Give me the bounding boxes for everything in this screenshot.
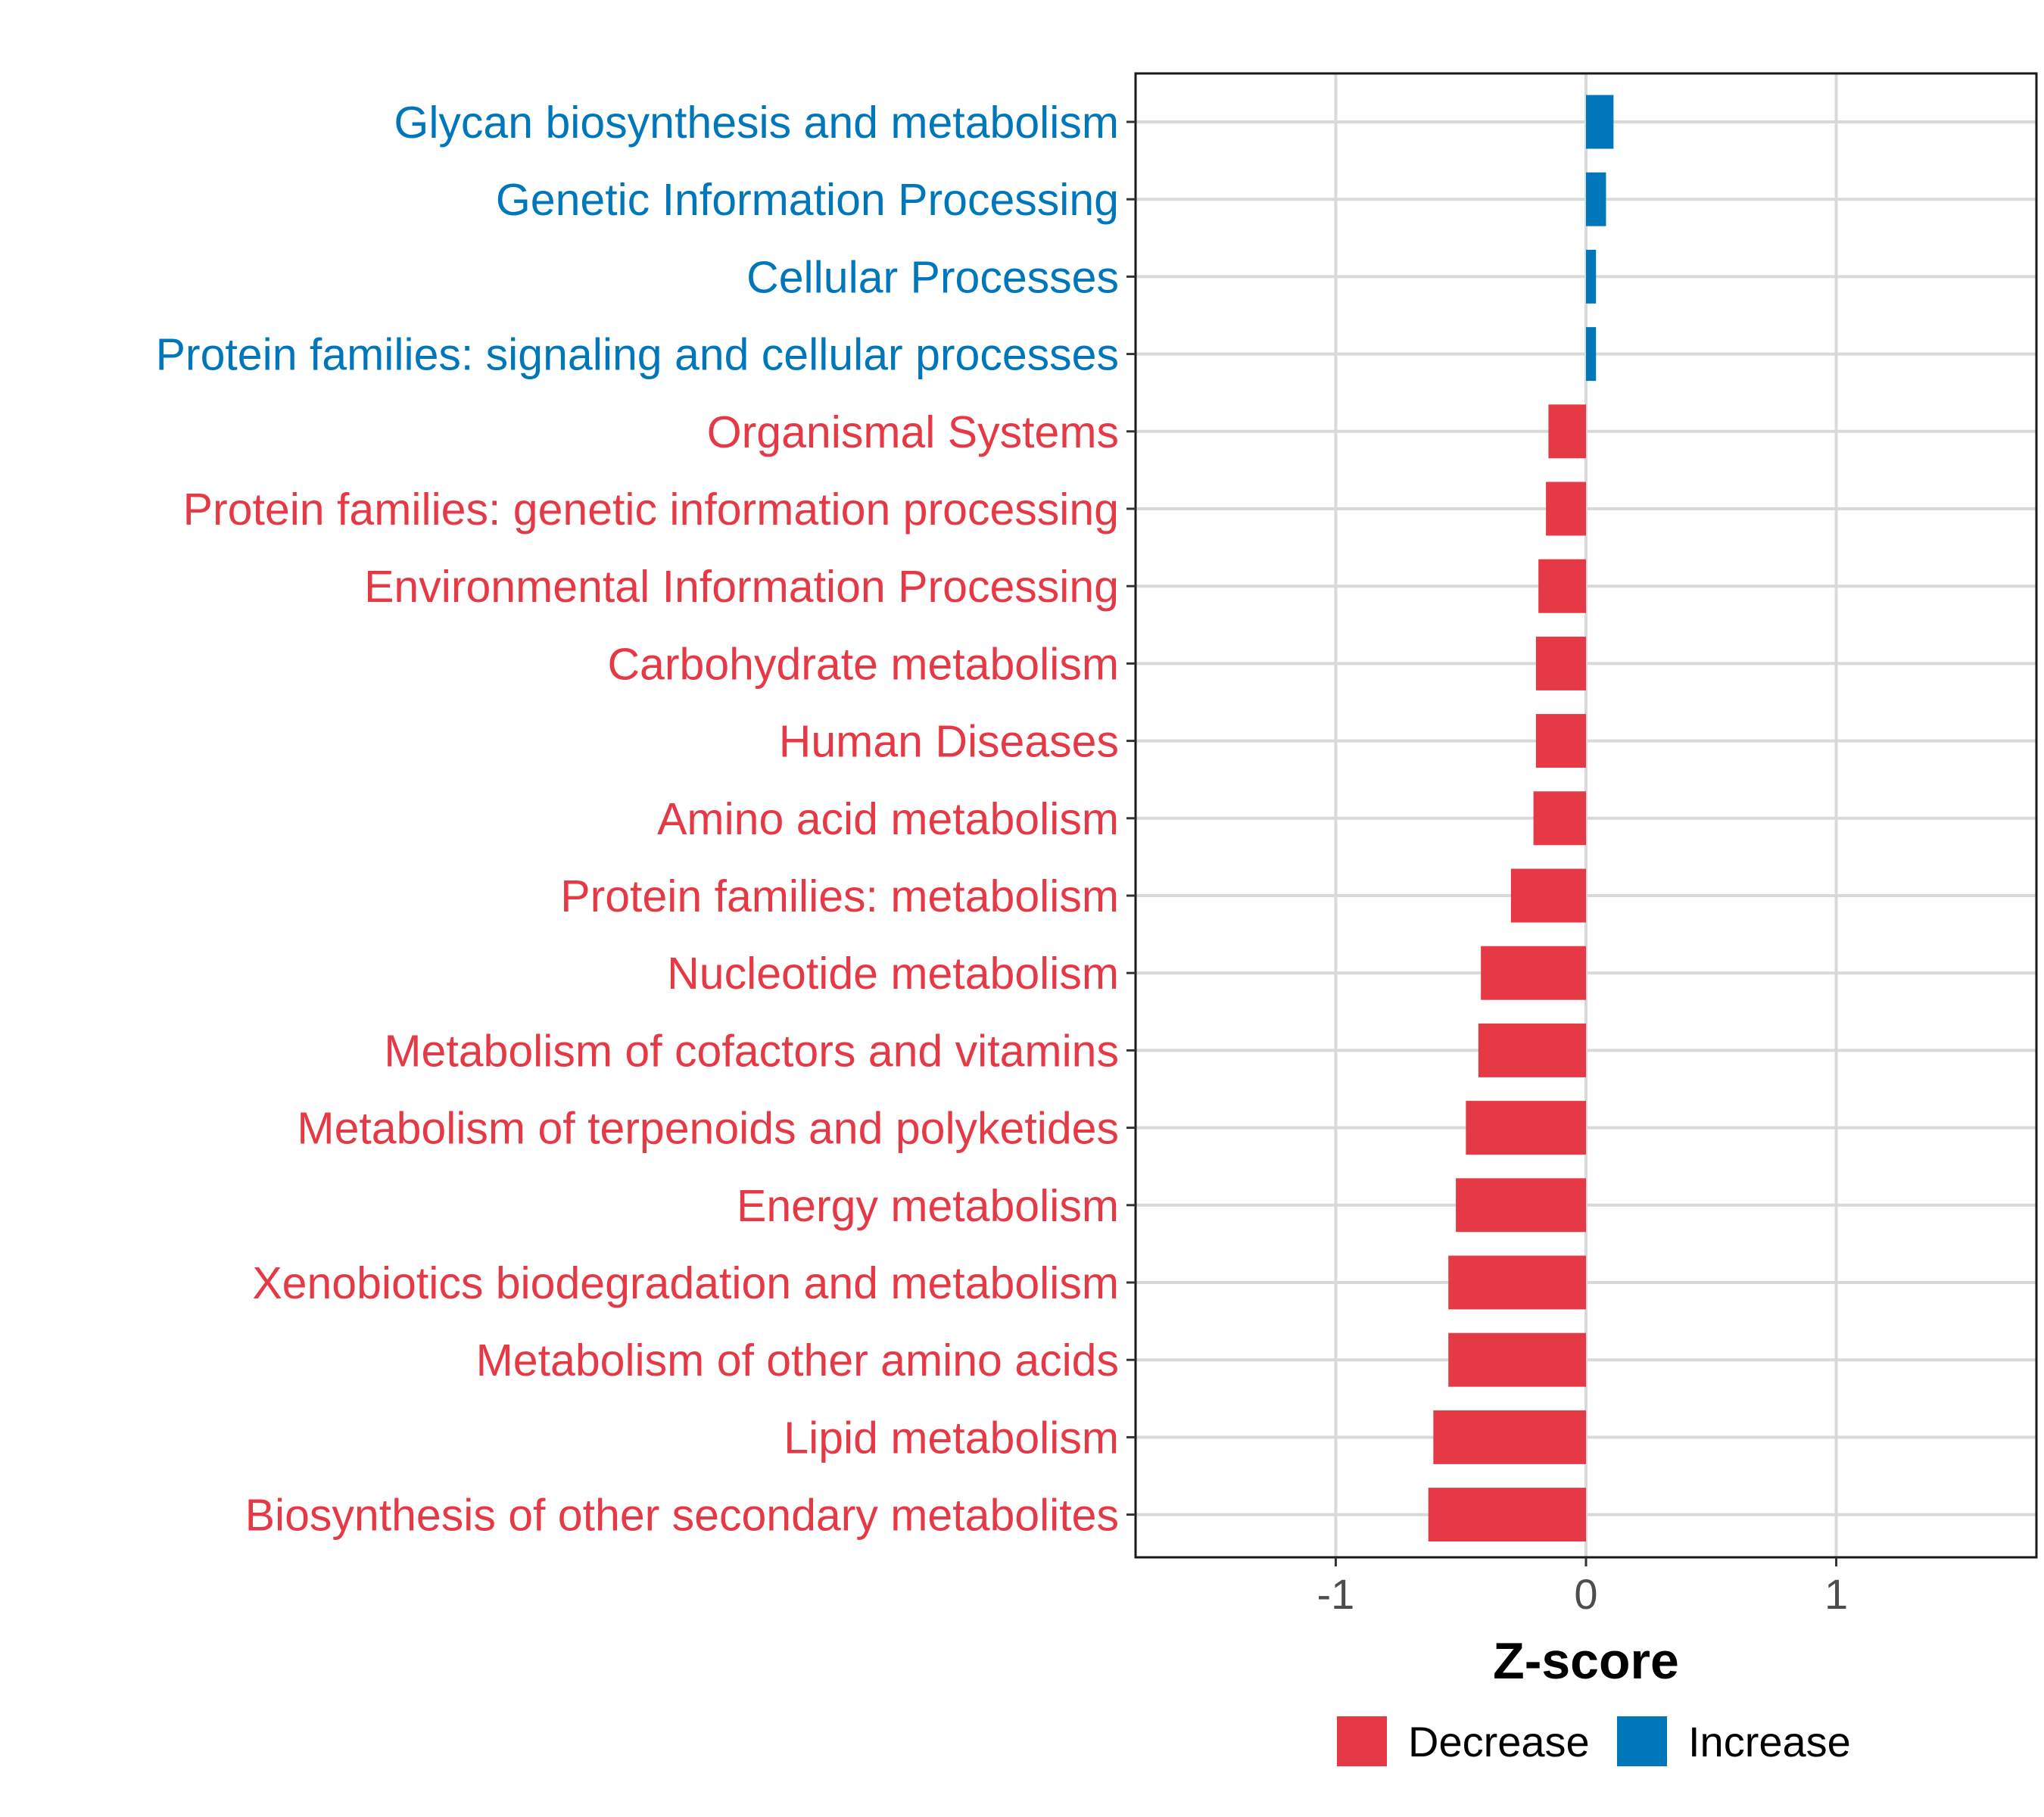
y-tick-label: Protein families: genetic information pr… bbox=[183, 485, 1119, 535]
bar-decrease bbox=[1548, 404, 1586, 459]
y-tick-label: Lipid metabolism bbox=[784, 1413, 1119, 1463]
x-axis-title: Z-score bbox=[1493, 1632, 1679, 1690]
legend-key-decrease bbox=[1337, 1716, 1387, 1766]
x-tick-label: 1 bbox=[1824, 1570, 1848, 1618]
bar-decrease bbox=[1510, 868, 1586, 923]
y-tick-label: Environmental Information Processing bbox=[364, 562, 1119, 612]
bar-decrease bbox=[1433, 1410, 1586, 1464]
y-tick-label: Cellular Processes bbox=[746, 252, 1119, 302]
y-tick-label: Metabolism of terpenoids and polyketides bbox=[297, 1104, 1119, 1154]
y-tick-label: Protein families: signaling and cellular… bbox=[156, 330, 1119, 380]
legend-label-increase: Increase bbox=[1688, 1718, 1851, 1766]
bar-decrease bbox=[1448, 1255, 1586, 1310]
bar-increase bbox=[1586, 172, 1606, 226]
legend-key-increase bbox=[1617, 1716, 1667, 1766]
bar-decrease bbox=[1481, 946, 1586, 1000]
bars bbox=[1428, 95, 1614, 1542]
legend-label-decrease: Decrease bbox=[1408, 1718, 1590, 1766]
y-tick-label: Amino acid metabolism bbox=[657, 794, 1119, 844]
y-tick-label: Metabolism of other amino acids bbox=[476, 1335, 1119, 1385]
y-tick-label: Metabolism of cofactors and vitamins bbox=[384, 1026, 1119, 1076]
y-axis-ticks: Glycan biosynthesis and metabolism Geneti… bbox=[156, 98, 1136, 1541]
y-tick-label: Human Diseases bbox=[779, 717, 1119, 767]
y-tick-label: Glycan biosynthesis and metabolism bbox=[394, 98, 1119, 148]
bar-decrease bbox=[1448, 1332, 1586, 1387]
y-tick-label: Xenobiotics biodegradation and metabolis… bbox=[252, 1258, 1119, 1308]
y-tick-label: Nucleotide metabolism bbox=[667, 949, 1119, 999]
y-tick-label: Genetic Information Processing bbox=[496, 175, 1119, 225]
bar-decrease bbox=[1466, 1101, 1586, 1155]
y-tick-label: Organismal Systems bbox=[707, 407, 1119, 457]
bar-decrease bbox=[1546, 482, 1586, 536]
x-axis-ticks: -1 0 1 bbox=[1317, 1557, 1848, 1618]
bar-decrease bbox=[1538, 559, 1586, 613]
bar-decrease bbox=[1535, 714, 1586, 768]
y-tick-label: Protein families: metabolism bbox=[560, 871, 1119, 921]
bar-decrease bbox=[1428, 1488, 1586, 1542]
bar-increase bbox=[1586, 95, 1614, 149]
x-tick-label: -1 bbox=[1317, 1570, 1355, 1618]
bar-increase bbox=[1586, 249, 1597, 304]
bar-decrease bbox=[1533, 791, 1586, 846]
y-tick-label: Carbohydrate metabolism bbox=[607, 639, 1119, 689]
y-tick-label: Energy metabolism bbox=[737, 1181, 1119, 1231]
bar-decrease bbox=[1456, 1178, 1586, 1233]
bar-decrease bbox=[1478, 1023, 1586, 1077]
bar-increase bbox=[1586, 327, 1597, 382]
legend: Decrease Increase bbox=[1337, 1716, 1851, 1766]
y-tick-label: Biosynthesis of other secondary metaboli… bbox=[245, 1491, 1119, 1541]
bar-decrease bbox=[1535, 636, 1586, 690]
x-tick-label: 0 bbox=[1574, 1570, 1597, 1618]
